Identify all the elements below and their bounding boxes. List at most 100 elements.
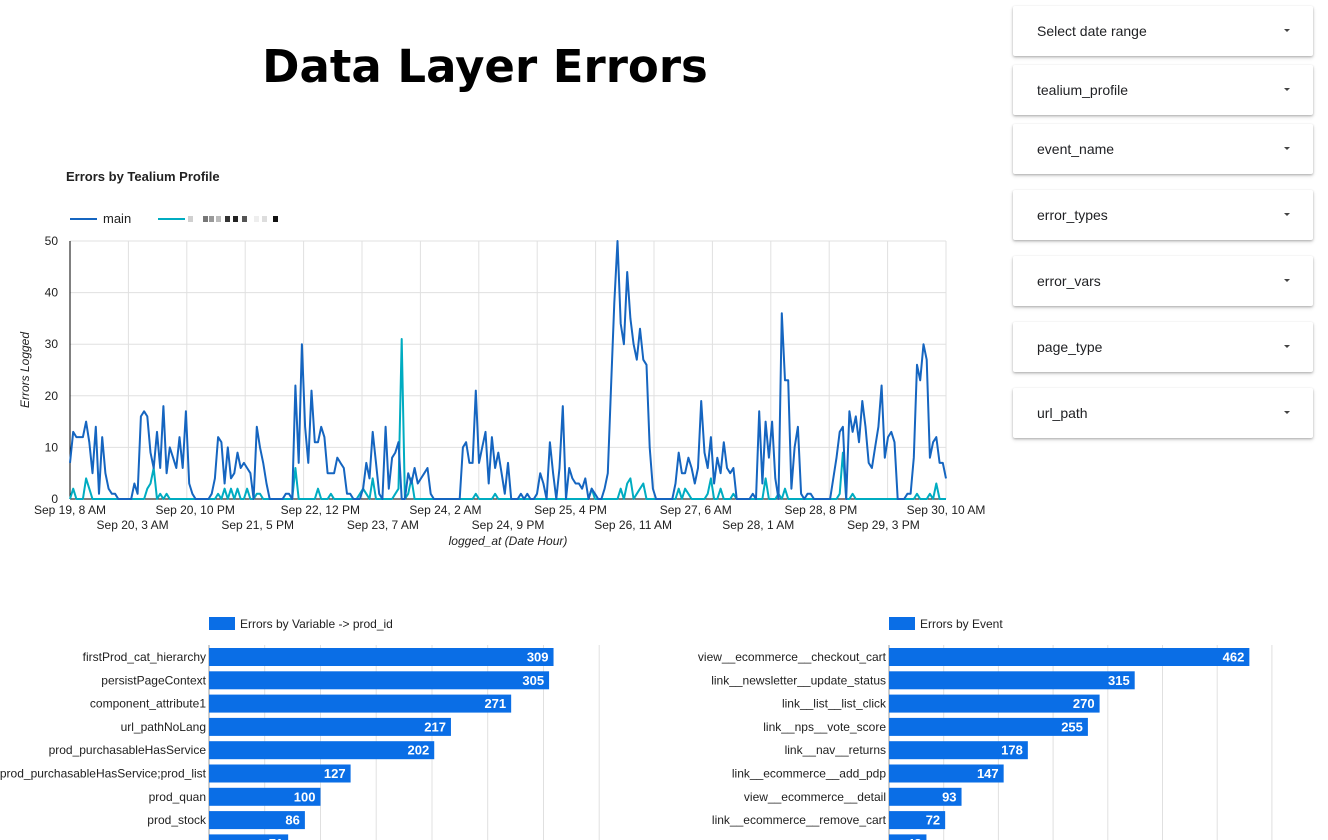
filter-label: error_types (1037, 207, 1108, 223)
url-path-filter[interactable]: url_path (1013, 388, 1313, 438)
category-label: link__list__list_click (782, 697, 887, 711)
bar (889, 787, 962, 806)
caret-down-icon (1284, 29, 1290, 32)
y-axis-title: Errors Logged (18, 332, 32, 408)
x-tick-label: Sep 20, 10 PM (155, 503, 234, 517)
bar (209, 811, 305, 830)
series-line-main (69, 240, 947, 500)
y-tick-label: 0 (51, 492, 58, 506)
category-label: link__ecommerce__remove_cart (712, 813, 887, 827)
redacted-block (209, 216, 214, 222)
event-name-filter[interactable]: event_name (1013, 124, 1313, 174)
redacted-block (254, 216, 259, 222)
redacted-block (203, 216, 208, 222)
bar-value-label: 86 (285, 813, 299, 828)
bar-value-label: 217 (424, 719, 446, 734)
redacted-block (273, 216, 278, 222)
redacted-block (216, 216, 221, 222)
redacted-block (262, 216, 267, 222)
tealium-profile-filter[interactable]: tealium_profile (1013, 65, 1313, 115)
bar-value-label: 462 (1223, 650, 1245, 665)
x-tick-label: Sep 22, 12 PM (281, 503, 360, 517)
y-tick-label: 10 (45, 440, 59, 454)
y-tick-label: 30 (45, 337, 59, 351)
date-range-filter[interactable]: Select date range (1013, 6, 1313, 56)
caret-down-icon (1284, 279, 1290, 282)
bar-value-label: 255 (1061, 719, 1083, 734)
category-label: component_attribute1 (90, 697, 206, 711)
series-line-second (69, 338, 946, 500)
bar (889, 741, 1028, 760)
category-label: link__ecommerce__add_pdp (732, 767, 886, 781)
x-axis-title: logged_at (Date Hour) (449, 534, 568, 548)
bar (889, 834, 927, 840)
bar (889, 671, 1135, 690)
bar (889, 648, 1250, 666)
x-tick-label: Sep 20, 3 AM (97, 518, 169, 532)
x-tick-label: Sep 27, 6 AM (660, 503, 732, 517)
errors-by-event-chart: Errors by Event 462 view__ecommerce__check… (698, 617, 1273, 840)
x-tick-label: Sep 26, 11 AM (594, 518, 672, 532)
bar-value-label: 127 (324, 766, 346, 781)
x-tick-label: Sep 19, 8 AM (34, 503, 106, 517)
error-types-filter[interactable]: error_types (1013, 190, 1313, 240)
bar (209, 671, 550, 690)
caret-down-icon (1284, 411, 1290, 414)
y-tick-label: 50 (45, 234, 59, 248)
bar-value-label: 270 (1073, 696, 1095, 711)
bar-value-label: 100 (294, 789, 316, 804)
category-label: link__nav__returns (785, 743, 886, 757)
bar (209, 787, 321, 806)
legend-label: Errors by Event (920, 617, 1003, 631)
bar-value-label: 271 (484, 696, 506, 711)
line-chart-title: Errors by Tealium Profile (66, 169, 220, 184)
errors-by-variable-chart: Errors by Variable -> prod_id 309 firstPro… (0, 617, 600, 840)
bar (209, 764, 351, 783)
legend-label: Errors by Variable -> prod_id (240, 617, 393, 631)
category-label: prod_purchasableHasService (49, 743, 207, 757)
bar (209, 834, 289, 840)
caret-down-icon (1284, 147, 1290, 150)
bar-value-label: 305 (522, 673, 544, 688)
y-tick-label: 20 (45, 389, 59, 403)
legend-swatch (889, 617, 915, 630)
filter-label: page_type (1037, 339, 1103, 355)
filter-label: event_name (1037, 141, 1115, 157)
legend-label-redacted (188, 216, 278, 222)
caret-down-icon (1284, 88, 1290, 91)
bar-value-label: 309 (527, 650, 549, 665)
bar-value-label: 178 (1001, 743, 1023, 758)
y-tick-label: 40 (45, 286, 59, 300)
bar-value-label: 202 (408, 743, 430, 758)
bar (889, 694, 1100, 713)
bar-value-label: 71 (269, 836, 283, 840)
page-type-filter[interactable]: page_type (1013, 322, 1313, 372)
x-tick-label: Sep 23, 7 AM (347, 518, 419, 532)
error-vars-filter[interactable]: error_vars (1013, 256, 1313, 306)
bar-value-label: 147 (977, 766, 999, 781)
category-label: link__nps__vote_score (763, 720, 886, 734)
x-tick-label: Sep 24, 9 PM (472, 518, 545, 532)
bar (889, 764, 1004, 783)
bar (209, 717, 451, 736)
bar (209, 694, 512, 713)
category-label: firstProd_cat_hierarchy (83, 650, 206, 664)
category-label: view__ecommerce__detail (744, 790, 886, 804)
category-label: view__ecommerce__checkout_cart (698, 650, 887, 664)
category-label: persistPageContext (101, 673, 206, 687)
category-label: url_pathNoLang (121, 720, 206, 734)
category-label: prod_stock (147, 813, 207, 827)
category-label: prod_purchasableHasService;prod_list (0, 767, 207, 781)
bar (889, 717, 1088, 736)
bar-value-label: 48 (907, 836, 921, 840)
caret-down-icon (1284, 213, 1290, 216)
filter-label: Select date range (1037, 23, 1147, 39)
page-title: Data Layer Errors (262, 40, 708, 93)
bar-value-label: 72 (926, 813, 940, 828)
x-tick-label: Sep 28, 8 PM (784, 503, 857, 517)
category-label: prod_quan (149, 790, 206, 804)
redacted-block (233, 216, 238, 222)
x-tick-label: Sep 30, 10 AM (907, 503, 986, 517)
x-tick-label: Sep 28, 1 AM (722, 518, 794, 532)
x-tick-label: Sep 29, 3 PM (847, 518, 920, 532)
